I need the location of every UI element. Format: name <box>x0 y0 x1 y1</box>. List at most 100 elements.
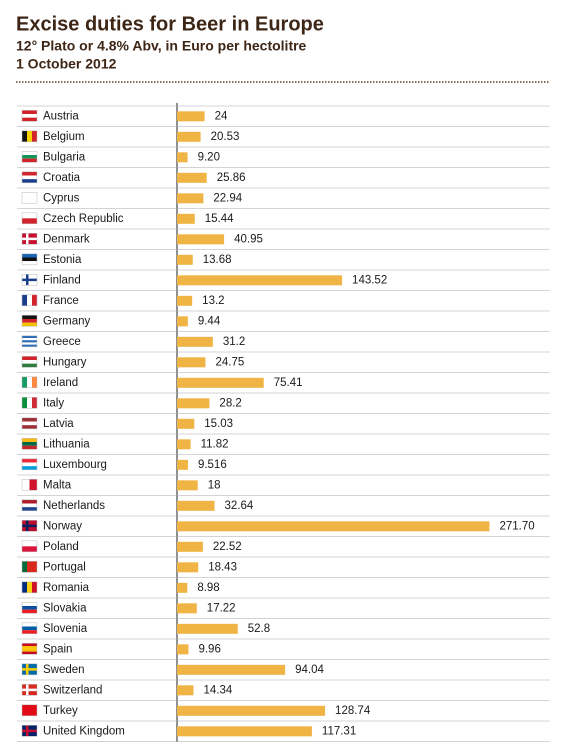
flag-border <box>21 622 38 635</box>
flag-part <box>22 158 37 163</box>
bar <box>177 726 312 737</box>
flag-border <box>21 581 38 594</box>
flag-border <box>21 335 38 348</box>
flag-border <box>21 192 38 204</box>
flag-border <box>21 356 38 368</box>
category-label: Turkey <box>43 705 78 717</box>
flag-border <box>21 253 38 266</box>
flag-part <box>27 397 32 409</box>
flag-part <box>22 503 37 508</box>
flag-part <box>22 154 37 159</box>
value-label: 40.95 <box>234 233 263 245</box>
flag-part <box>32 561 37 573</box>
value-label: 9.44 <box>198 315 221 327</box>
flag-part <box>22 397 27 409</box>
value-label: 14.34 <box>203 684 232 696</box>
bar <box>177 275 343 286</box>
flag-border <box>21 520 38 532</box>
value-label: 22.94 <box>213 192 242 204</box>
flag-part <box>32 376 37 388</box>
category-label: Spain <box>43 643 72 655</box>
value-label: 15.44 <box>205 213 234 225</box>
value-label: 8.98 <box>197 582 219 594</box>
value-label: 143.52 <box>352 274 387 286</box>
flag-part <box>22 342 37 345</box>
flag-part <box>22 417 37 422</box>
flag-part <box>22 261 37 265</box>
flag-part <box>27 130 32 142</box>
bar <box>177 705 326 716</box>
bar <box>177 582 188 593</box>
bar <box>177 316 188 327</box>
category-label: Lithuania <box>43 438 90 450</box>
flag-part <box>22 540 37 547</box>
flag-part <box>29 479 37 491</box>
value-label: 117.31 <box>322 725 356 737</box>
category-label: Portugal <box>43 561 86 573</box>
flag-border <box>21 212 38 225</box>
bar <box>177 111 205 122</box>
flag-part <box>22 646 37 649</box>
category-label: Sweden <box>43 664 85 676</box>
flag-part <box>22 151 37 155</box>
flag-part <box>22 175 37 180</box>
value-label: 13.68 <box>203 254 232 266</box>
value-label: 25.86 <box>217 172 246 184</box>
flag-part <box>22 335 37 339</box>
flag-part <box>22 499 37 504</box>
flag-part <box>22 344 37 347</box>
flag-part <box>22 294 27 306</box>
category-label: Norway <box>43 520 82 532</box>
category-label: Estonia <box>43 254 82 266</box>
flag-part <box>32 581 37 593</box>
flag-part <box>22 630 37 634</box>
flag-border <box>21 458 38 471</box>
category-label: Czech Republic <box>43 213 124 225</box>
flag-border <box>21 130 38 143</box>
flag-part <box>22 546 37 552</box>
value-label: 31.2 <box>223 336 245 348</box>
flag-part <box>22 192 37 204</box>
value-label: 32.64 <box>225 500 254 512</box>
flag-part <box>22 315 37 319</box>
flag-part <box>22 643 37 647</box>
flag-part <box>22 363 37 368</box>
flag-border <box>21 499 38 512</box>
flag-part <box>22 359 37 364</box>
flag-border <box>21 294 38 307</box>
flag-border <box>21 663 38 676</box>
category-label: Finland <box>43 274 81 286</box>
flag-border <box>21 233 38 245</box>
category-label: Hungary <box>43 356 87 368</box>
category-label: Ireland <box>43 377 78 389</box>
flag-part <box>22 171 37 176</box>
value-label: 18.43 <box>208 561 237 573</box>
flag-border <box>21 417 38 430</box>
flag-part <box>22 113 37 118</box>
bar <box>177 193 204 204</box>
value-label: 22.52 <box>213 541 242 553</box>
bar <box>177 377 264 388</box>
flag-part <box>22 651 37 655</box>
category-label: Romania <box>43 582 90 594</box>
flag-border <box>21 274 38 286</box>
bar <box>177 418 195 429</box>
flag-border <box>21 171 38 184</box>
category-label: Slovenia <box>43 623 88 635</box>
value-label: 13.2 <box>202 295 224 307</box>
flag-part <box>32 130 37 142</box>
category-label: Luxembourg <box>43 459 107 471</box>
flag-part <box>22 218 37 224</box>
flag-border <box>21 561 38 573</box>
flag-border <box>21 376 38 389</box>
bar <box>177 254 193 265</box>
flag-part <box>22 605 37 610</box>
category-label: Croatia <box>43 172 81 184</box>
value-label: 94.04 <box>295 664 324 676</box>
flag-part <box>22 561 27 573</box>
flag-border <box>21 684 38 696</box>
flag-part <box>27 581 32 593</box>
flag-part <box>22 117 37 122</box>
flag-part <box>27 561 32 573</box>
bar <box>177 480 198 491</box>
